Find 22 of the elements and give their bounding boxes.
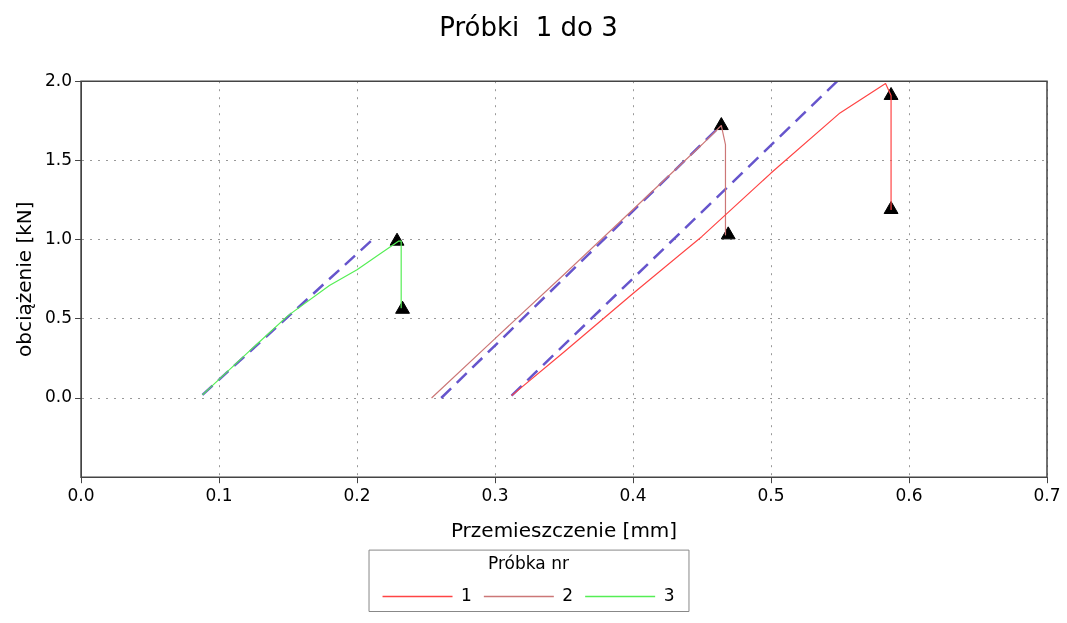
y-tick-label: 1.5 xyxy=(44,148,73,169)
x-tick-label: 0.2 xyxy=(343,484,371,505)
x-tick-label: 0.0 xyxy=(67,484,95,505)
x-tick-label: 0.6 xyxy=(895,484,923,505)
x-axis-title: Przemieszczenie [mm] xyxy=(450,517,678,542)
x-tick-label: 0.3 xyxy=(481,484,509,505)
x-tick-label: 0.1 xyxy=(205,484,233,505)
y-tick-label: 0.5 xyxy=(44,307,73,328)
x-tick-label: 0.4 xyxy=(619,484,647,505)
chart-title: Próbki 1 do 3 xyxy=(439,12,618,43)
legend-title: Próbka nr xyxy=(488,552,569,573)
y-tick-label: 2.0 xyxy=(44,69,73,90)
point xyxy=(395,300,410,314)
y-tick-label: 1.0 xyxy=(44,228,73,249)
point xyxy=(720,226,736,240)
legend-label: 1 xyxy=(461,584,472,605)
legend-label: 2 xyxy=(562,584,574,605)
x-tick-label: 0.5 xyxy=(757,484,785,505)
x-tick-label: 0.7 xyxy=(1033,484,1061,505)
y-tick-label: 0.0 xyxy=(44,386,73,407)
legend-label: 3 xyxy=(663,584,675,605)
y-axis-title: obciążenie [kN] xyxy=(12,201,37,357)
